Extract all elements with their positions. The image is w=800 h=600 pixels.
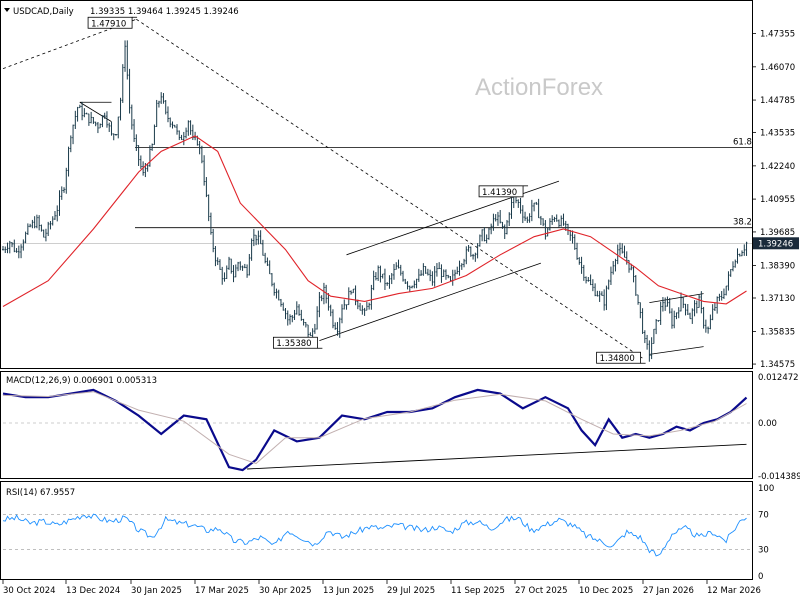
y-tick-label: 1.37130 [760, 294, 795, 304]
rsi-y-tick-label: 30 [758, 546, 769, 556]
x-tick-label: 13 Dec 2024 [66, 586, 120, 596]
macd-macd-line [2, 388, 748, 472]
rsi-line [2, 513, 747, 557]
x-tick-label: 17 Mar 2025 [195, 586, 249, 596]
macd-title: MACD(12,26,9) 0.006901 0.005313 [6, 376, 157, 386]
x-tick-label: 13 Jun 2025 [323, 586, 374, 596]
fib-label: 61.8 [733, 138, 752, 148]
y-tick-label: 1.38390 [760, 261, 795, 271]
y-tick-label: 1.40955 [760, 195, 795, 205]
axis-layer: 1.47355 1.46070 1.44785 1.43535 1.42240 1.409… [2, 30, 800, 596]
last-price-label: 1.39246 [758, 239, 793, 249]
price-annotation-label: 1.47910 [91, 19, 126, 29]
x-tick-label: 30 Jan 2025 [131, 586, 182, 596]
x-tick-label: 30 Oct 2024 [3, 586, 56, 596]
x-tick-label: 11 Sep 2025 [451, 586, 505, 596]
x-tick-label: 29 Jul 2025 [387, 586, 435, 596]
y-tick-label: 1.39685 [760, 228, 795, 238]
trendline-dashed [136, 18, 643, 359]
y-tick-label: 1.47355 [760, 30, 795, 40]
ohlc-readout: 1.39335 1.39464 1.39245 1.39246 [90, 7, 239, 17]
watermark: ActionForex [475, 74, 603, 101]
symbol-label: USDCAD,Daily [13, 7, 74, 17]
macd-trendline-line [247, 443, 747, 470]
x-tick-label: 10 Dec 2025 [579, 586, 633, 596]
price-annotation-box [596, 351, 641, 364]
trendline-solid [649, 293, 704, 304]
rsi-y-tick-label: 100 [758, 484, 774, 494]
y-tick-label: 1.46070 [760, 63, 795, 73]
fib-label: 38.2 [733, 218, 752, 228]
trendline-solid [319, 262, 542, 342]
y-tick-label: 1.35835 [760, 327, 795, 337]
x-tick-label: 27 Jan 2026 [643, 586, 694, 596]
price-annotation-label: 1.35380 [276, 339, 311, 349]
trendline-solid [346, 180, 560, 256]
y-tick-label: 1.44785 [760, 96, 795, 106]
price-annotation-box [272, 336, 318, 349]
price-annotation-label: 1.41390 [482, 188, 517, 198]
last-price-tag [753, 237, 799, 250]
price-annotation-box [478, 185, 524, 198]
y-tick-label: 1.34575 [760, 360, 795, 370]
macd-y-tick-label: -0.014389 [758, 472, 800, 482]
price-panel-frame [0, 0, 753, 369]
rsi-layer [2, 513, 752, 557]
price-annotation-label: 1.34800 [600, 354, 635, 364]
price-annotation-box [87, 16, 133, 29]
x-tick-label: 12 Mar 2026 [707, 586, 761, 596]
macd-panel-frame [0, 371, 753, 479]
macd-y-tick-label: 0.00 [758, 419, 777, 429]
rsi-y-tick-label: 70 [758, 510, 769, 520]
rsi-y-tick-label: 0 [758, 572, 763, 582]
macd-layer [2, 388, 752, 472]
trendline-solid [79, 101, 112, 122]
rsi-title: RSI(14) 67.9557 [6, 488, 75, 498]
symbol-dropdown-icon[interactable] [4, 8, 10, 12]
macd-signal-line [2, 391, 747, 465]
rsi-panel-frame [0, 481, 753, 580]
x-tick-label: 30 Apr 2025 [259, 586, 312, 596]
x-tick-label: 27 Oct 2025 [515, 586, 568, 596]
trendline-solid [649, 346, 704, 355]
macd-y-tick-label: 0.012472 [758, 373, 799, 383]
price-layer: 61.8 38.2 1.47910 1.41390 1.35380 1.34800 [2, 16, 752, 364]
moving-average-line [2, 135, 747, 307]
y-tick-label: 1.42240 [760, 162, 795, 172]
y-tick-label: 1.43535 [760, 128, 795, 138]
